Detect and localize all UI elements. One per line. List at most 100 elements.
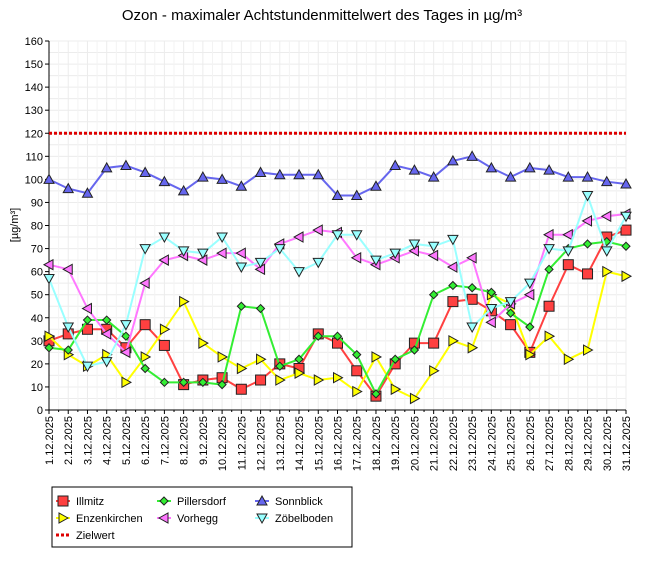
marker-triangle-up [370, 180, 382, 191]
marker-diamond [44, 343, 54, 353]
x-tick-label: 25.12.2025 [506, 416, 518, 471]
marker-diamond [409, 345, 420, 355]
y-tick-label: 120 [25, 128, 43, 140]
marker-diamond [582, 239, 593, 249]
marker-diamond [332, 331, 343, 341]
x-tick-label: 27.12.2025 [544, 416, 556, 471]
marker-diamond [140, 363, 150, 374]
marker-triangle-left [312, 224, 323, 236]
marker-square [255, 374, 267, 386]
marker-triangle-up [447, 154, 459, 166]
x-tick-label: 5.12.2025 [121, 416, 133, 465]
legend: Illmitz Enzenkirchen Pillersdorf Vorhegg Son… [51, 486, 353, 548]
marker-triangle-down [254, 257, 267, 269]
marker-triangle-up [177, 184, 190, 196]
marker-diamond [352, 349, 362, 360]
marker-triangle-right [236, 362, 248, 375]
marker-diamond [236, 301, 247, 311]
marker-triangle-down [408, 239, 421, 250]
marker-triangle-up [43, 173, 55, 184]
marker-triangle-left [581, 215, 593, 227]
marker-triangle-right [371, 351, 382, 363]
marker-triangle-up [350, 189, 363, 201]
y-tick-label: 140 [25, 82, 43, 94]
marker-triangle-right [121, 376, 132, 389]
marker-triangle-down [389, 248, 402, 260]
marker-triangle-down [543, 244, 555, 255]
y-tick-label: 150 [25, 59, 43, 71]
marker-square [57, 495, 69, 507]
x-tick-label: 14.12.2025 [294, 416, 306, 471]
marker-triangle-down [350, 230, 363, 241]
marker-triangle-down [562, 246, 575, 257]
marker-triangle-up [312, 168, 325, 180]
x-tick-label: 30.12.2025 [602, 416, 614, 471]
marker-triangle-left [446, 261, 458, 273]
y-tick-label: 130 [25, 105, 43, 117]
marker-diamond [159, 496, 169, 506]
x-tick-label: 12.12.2025 [256, 416, 268, 471]
marker-triangle-left [562, 228, 573, 241]
marker-triangle-up [581, 171, 594, 182]
marker-square [582, 268, 594, 280]
x-tick-label: 26.12.2025 [525, 416, 537, 471]
marker-square [235, 383, 247, 395]
marker-diamond [467, 283, 477, 293]
marker-triangle-down [331, 230, 344, 241]
marker-square [139, 319, 151, 331]
marker-triangle-right [294, 367, 306, 379]
marker-triangle-left [485, 316, 496, 329]
marker-triangle-right [621, 270, 633, 283]
marker-triangle-up [427, 171, 440, 182]
legend-label: Sonnblick [275, 496, 323, 508]
x-tick-label: 2.12.2025 [63, 416, 75, 465]
marker-triangle-left [216, 247, 227, 260]
y-tick-label: 110 [25, 151, 43, 163]
marker-diamond [63, 345, 73, 355]
marker-diamond [178, 377, 189, 388]
marker-diamond [621, 241, 631, 251]
x-tick-label: 20.12.2025 [409, 416, 421, 471]
legend-label: Enzenkirchen [76, 513, 143, 525]
x-tick-label: 15.12.2025 [313, 416, 325, 471]
marker-diamond [82, 315, 93, 325]
marker-triangle-up [216, 173, 228, 184]
x-tick-label: 31.12.2025 [621, 416, 633, 471]
x-tick-label: 10.12.2025 [217, 416, 229, 471]
marker-diamond [544, 264, 554, 275]
marker-triangle-left [523, 288, 535, 301]
marker-triangle-up [293, 168, 305, 180]
marker-triangle-up [331, 189, 344, 201]
marker-triangle-up [197, 171, 209, 182]
marker-triangle-up [273, 168, 286, 180]
marker-triangle-up [389, 159, 402, 171]
marker-triangle-left [157, 512, 169, 524]
marker-triangle-down [120, 320, 132, 331]
x-tick-label: 8.12.2025 [179, 416, 191, 465]
marker-triangle-down [81, 361, 94, 373]
y-tick-label: 160 [25, 36, 43, 48]
marker-diamond [294, 354, 304, 364]
marker-triangle-up [504, 171, 517, 182]
marker-triangle-down [293, 267, 305, 278]
x-tick-label: 13.12.2025 [275, 416, 287, 471]
marker-diamond [159, 377, 170, 388]
x-tick-label: 6.12.2025 [140, 416, 152, 465]
marker-triangle-down [581, 191, 594, 202]
marker-square [428, 337, 440, 349]
marker-triangle-right [448, 334, 459, 347]
marker-square [466, 293, 478, 305]
marker-triangle-down [158, 232, 171, 244]
marker-triangle-down [273, 244, 286, 255]
marker-triangle-left [62, 263, 73, 276]
marker-triangle-down [485, 304, 498, 315]
marker-triangle-up [139, 166, 152, 177]
legend-label: Zöbelboden [275, 513, 333, 525]
marker-diamond [525, 322, 535, 332]
marker-triangle-up [120, 159, 132, 171]
marker-triangle-right [390, 383, 402, 396]
marker-triangle-up [600, 175, 613, 187]
marker-triangle-right [409, 392, 421, 405]
marker-triangle-up [81, 187, 94, 198]
marker-diamond [448, 280, 458, 291]
